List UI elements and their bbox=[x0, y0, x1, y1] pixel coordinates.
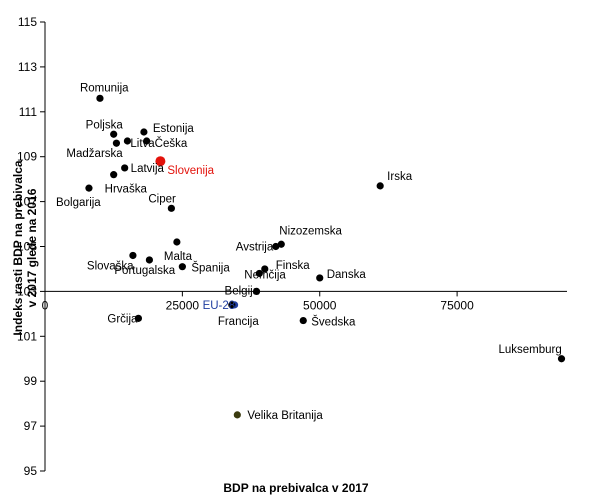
point-malta bbox=[173, 238, 181, 246]
y-tick-label: 95 bbox=[24, 464, 38, 478]
label-portugalska: Portugalska bbox=[114, 265, 175, 277]
label-svedska: Švedska bbox=[311, 316, 356, 329]
x-tick-label: 25000 bbox=[166, 298, 200, 312]
point-ciper bbox=[167, 204, 175, 212]
point-portugalska bbox=[145, 256, 153, 264]
label-luksemburg: Luksemburg bbox=[499, 344, 562, 356]
y-tick-label: 101 bbox=[17, 329, 37, 343]
label-belgija: Belgija bbox=[225, 285, 260, 297]
label-slovaska: Slovaška bbox=[87, 260, 134, 272]
y-axis-title-line: Indeks rasti BDP na prebivalca bbox=[11, 160, 25, 336]
label-bolgarija: Bolgarija bbox=[56, 197, 101, 209]
y-tick-label: 107 bbox=[17, 195, 37, 209]
label-romunija: Romunija bbox=[80, 82, 129, 94]
point-bolgarija bbox=[85, 184, 93, 192]
label-malta: Malta bbox=[164, 251, 193, 263]
label-ciper: Ciper bbox=[148, 193, 176, 205]
x-tick-label: 50000 bbox=[303, 298, 337, 312]
point-slovaska bbox=[129, 251, 137, 260]
label-ceska: Češka bbox=[155, 137, 188, 150]
point-grcija bbox=[134, 314, 143, 322]
y-axis-title-line: v 2017 glede na 2016 bbox=[25, 188, 39, 307]
axes: 95 97 99 101 103 105 107 109 111 113 115 0 25000 5000… bbox=[17, 15, 567, 478]
point-estonija bbox=[140, 128, 148, 136]
y-tick-label: 111 bbox=[19, 105, 38, 119]
label-grcija: Grčija bbox=[107, 313, 138, 325]
label-estonija: Estonija bbox=[153, 123, 195, 135]
point-slovenija bbox=[155, 156, 166, 167]
y-tick-label: 109 bbox=[17, 150, 37, 164]
point-svedska bbox=[299, 316, 307, 325]
point-litva bbox=[123, 137, 132, 145]
label-madzarska: Madžarska bbox=[66, 148, 123, 160]
y-tick-label: 99 bbox=[24, 374, 38, 388]
point-nemcija bbox=[255, 269, 263, 278]
point-hrvaska bbox=[110, 171, 118, 179]
label-poljska: Poljska bbox=[86, 119, 124, 131]
point-avstrija bbox=[272, 242, 280, 251]
label-velika-britanija: Velika Britanija bbox=[247, 410, 323, 422]
label-eu-28: EU-28 bbox=[203, 300, 236, 312]
label-danska: Danska bbox=[327, 269, 367, 281]
point-spanija bbox=[178, 263, 186, 271]
x-tick-label: 75000 bbox=[440, 298, 474, 312]
point-romunija bbox=[96, 94, 104, 102]
label-nemcija: Nemčija bbox=[244, 269, 286, 281]
point-luksemburg bbox=[557, 355, 566, 363]
label-avstrija: Avstrija bbox=[236, 242, 274, 254]
label-slovenija: Slovenija bbox=[167, 165, 214, 177]
point-velika-britanija bbox=[233, 411, 241, 419]
y-tick-label: 113 bbox=[18, 60, 37, 74]
y-tick-label: 105 bbox=[17, 240, 37, 254]
label-spanija: Španija bbox=[191, 262, 230, 275]
data-points bbox=[85, 94, 566, 419]
point-ceska bbox=[143, 137, 151, 145]
point-irska bbox=[376, 182, 384, 190]
x-tick-label: 0 bbox=[42, 298, 49, 312]
x-axis-title: BDP na prebivalca v 2017 bbox=[223, 481, 369, 495]
point-francija bbox=[228, 301, 236, 309]
point-finska bbox=[261, 265, 269, 273]
point-latvija bbox=[121, 164, 129, 172]
label-litva: Litva bbox=[130, 138, 155, 150]
y-axis-title: Indeks rasti BDP na prebivalcav 2017 gle… bbox=[11, 160, 39, 336]
point-poljska bbox=[110, 130, 118, 138]
label-irska: Irska bbox=[387, 171, 413, 183]
y-tick-label: 103 bbox=[17, 284, 37, 298]
label-latvija: Latvija bbox=[131, 163, 165, 175]
point-belgija bbox=[252, 287, 261, 295]
y-tick-label: 115 bbox=[18, 15, 37, 29]
label-francija: Francija bbox=[218, 316, 260, 328]
label-finska: Finska bbox=[276, 260, 310, 272]
point-danska bbox=[316, 274, 324, 282]
label-nizozemska: Nizozemska bbox=[279, 225, 342, 237]
label-hrvaska: Hrvaška bbox=[105, 184, 148, 196]
point-madzarska bbox=[112, 139, 121, 147]
point-nizozemska bbox=[277, 240, 285, 248]
y-tick-label: 97 bbox=[24, 419, 38, 433]
